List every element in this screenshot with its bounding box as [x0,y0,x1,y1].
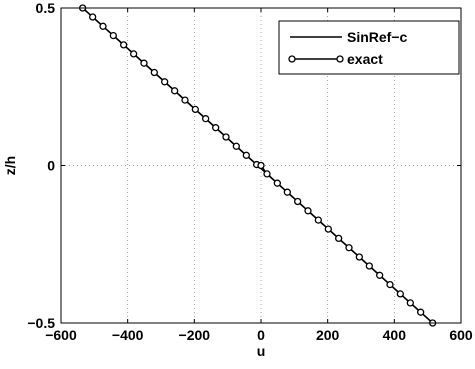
data-point-exact-19 [263,170,271,178]
ticks: −600 −400 −200 0 200 400 600 −0.5 0 0.5 [27,0,473,343]
data-point-exact-3 [109,31,117,40]
data-point-exact-8 [161,78,169,86]
data-point-exact-10 [181,96,189,104]
data-point-exact-12 [202,115,210,123]
data-point-exact-29 [365,262,373,270]
data-point-exact-7 [150,68,158,77]
y-tick-label-2: 0.5 [36,0,56,16]
data-point-exact-9 [171,87,179,95]
data-point-exact-6 [140,59,148,67]
data-point-exact-11 [191,105,199,114]
data-point-exact-13 [212,124,220,132]
x-tick-label-5: 400 [383,327,407,343]
series-layer [79,4,437,327]
data-point-exact-15 [232,142,240,150]
x-tick-label-4: 200 [316,327,340,343]
data-point-exact-16 [242,151,250,159]
x-axis-label: u [257,343,266,359]
x-tick-label-1: −400 [112,327,144,343]
data-point-exact-25 [324,225,332,233]
data-point-exact-24 [314,216,322,224]
x-tick-label-2: −200 [179,327,211,343]
legend-box [278,20,460,75]
legend-entry-exact: exact [347,51,383,67]
x-tick-label-6: 600 [449,327,473,343]
x-tick-label-3: 0 [257,327,265,343]
data-point-exact-28 [355,253,363,261]
data-point-exact-27 [345,244,353,252]
legend-marker-exact-right [336,55,344,63]
data-point-exact-23 [304,207,312,215]
data-point-exact-21 [283,188,291,196]
data-point-exact-4 [120,41,128,49]
data-point-exact-2 [99,22,107,30]
legend-marker-exact-left [288,55,296,63]
x-tick-label-0: −600 [45,327,77,343]
data-point-exact-5 [130,50,138,58]
data-point-exact-32 [396,290,404,298]
y-tick-label-1: 0 [47,158,55,174]
legend: SinRef−c exact [278,20,460,75]
y-tick-label-0: −0.5 [27,315,55,331]
data-point-exact-18 [257,161,265,170]
data-point-exact-30 [376,271,384,279]
y-axis-label: z/h [2,156,18,175]
data-point-exact-14 [222,133,230,141]
data-point-exact-26 [335,234,343,243]
data-point-exact-22 [294,197,302,206]
legend-entry-sinref-c: SinRef−c [347,29,408,45]
data-point-exact-31 [386,280,394,289]
data-point-exact-1 [89,13,97,21]
data-point-exact-33 [406,299,414,307]
data-point-exact-20 [273,179,281,187]
data-point-exact-34 [417,308,425,316]
